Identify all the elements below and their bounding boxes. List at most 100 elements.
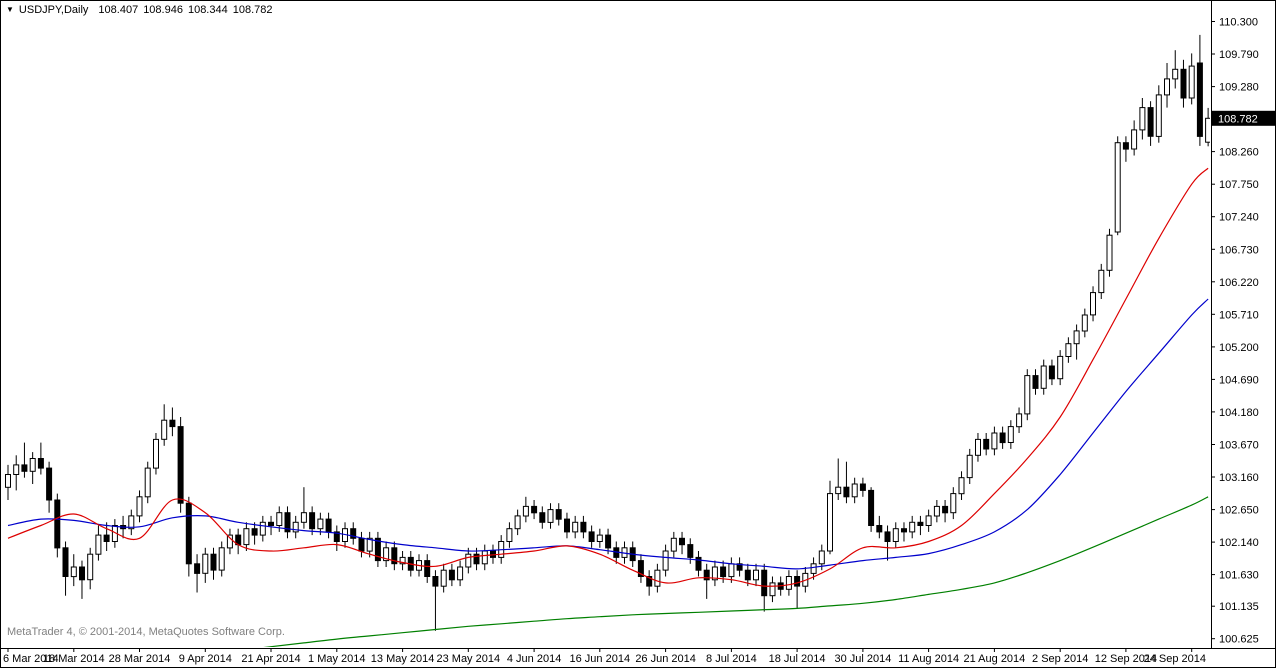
x-axis-label: 4 Jun 2014 [507,653,561,665]
candle-body [366,537,373,552]
candle-body [1131,129,1138,150]
candle-up [753,563,759,587]
candle-body [383,547,390,562]
candle-down [859,477,866,497]
y-axis-label: 109.790 [1219,49,1259,61]
candle-up [522,496,529,523]
candle-down [637,554,644,583]
candle-down [580,515,587,539]
candle-up [1172,50,1179,89]
candle-up [670,531,677,558]
y-axis-label: 107.240 [1219,212,1259,224]
candle-down [1180,59,1187,108]
candle-body [54,499,61,549]
candle-up [1024,369,1031,421]
candle-body [753,569,759,581]
candle-up [259,515,266,542]
ma-slow-green-line [263,496,1209,647]
candle-body [177,426,184,504]
candle-down [917,515,924,536]
candle-body [5,474,11,488]
candle-body [1090,292,1096,316]
candle-body [391,547,398,565]
candle-down [424,554,431,583]
symbol-dropdown-icon: ▼ [6,5,14,14]
candle-up [958,471,965,500]
candle-body [103,534,110,542]
candle-down [1147,101,1154,146]
candle-body [958,477,965,495]
candle-body [818,550,825,565]
candle-body [202,553,209,574]
candle-body [1172,68,1179,80]
candle-up [136,490,143,523]
x-axis-label: 1 May 2014 [308,653,365,665]
current-price-box [1212,110,1276,126]
candle-up [243,522,250,551]
candle-up [87,547,94,590]
candle-body [1057,355,1064,380]
candle-down [350,522,357,545]
candle-body [588,531,595,543]
candle-body [835,486,842,495]
candle-body [794,576,801,587]
candle-down [103,522,110,551]
candle-down [1122,136,1129,162]
candle-body [1180,68,1187,99]
ohlc-open: 108.407 [98,4,139,16]
candle-up [711,560,718,587]
candle-up [514,509,521,536]
candle-body [70,566,77,578]
candle-up [909,515,916,539]
candle-up [153,433,159,475]
candle-body [1164,78,1170,96]
candle-body [128,515,135,530]
x-axis-label: 18 Mar 2014 [43,653,105,665]
candle-body [1147,107,1154,137]
candle-up [226,528,233,555]
x-axis-label: 13 May 2014 [371,653,435,665]
candle-body [1205,117,1210,143]
candle-down [843,461,850,504]
candle-up [933,500,940,523]
candle-body [744,569,751,581]
candle-body [975,438,981,456]
candle-body [687,544,694,558]
candle-body [1040,365,1047,389]
candle-down [169,407,176,437]
candle-body [21,464,28,472]
candle-body [761,569,768,597]
y-axis-label: 101.135 [1219,601,1259,613]
candle-body [1098,269,1105,294]
candle-body [37,458,44,469]
x-axis-label: 12 Sep 2014 [1095,653,1157,665]
candle-down [761,563,768,612]
candle-body [424,560,431,577]
candle-down [432,570,439,631]
candle-down [37,442,44,475]
candle-down [284,506,291,539]
candle-up [292,515,299,539]
candle-body [884,531,891,543]
y-axis-label: 104.180 [1219,407,1259,419]
candle-up [465,547,472,574]
candle-down [1048,359,1055,386]
current-price-text: 108.782 [1218,113,1258,125]
candle-body [87,553,94,581]
candle-up [950,487,957,520]
candle-body [555,509,562,520]
candle-down [539,506,546,529]
candle-body [703,569,710,581]
candle-down [868,487,875,532]
chart-title-bar: ▼ USDJPY,Daily 108.407 108.946 108.344 1… [6,3,277,17]
candle-body [1106,234,1113,271]
candle-body [161,419,168,440]
candle-down [646,570,653,596]
candle-up [851,477,858,504]
candle-body [243,528,250,546]
ma-mid-blue-line [7,298,1209,570]
candle-down [679,531,685,555]
candle-body [769,582,776,597]
candle-down [884,525,891,561]
y-axis-label: 110.300 [1219,17,1258,29]
